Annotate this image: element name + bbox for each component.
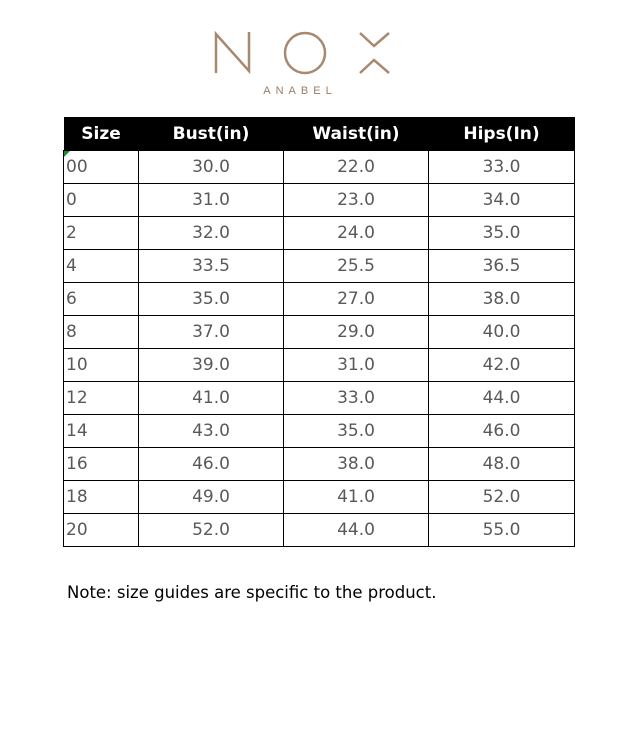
cell-hips: 34.0 <box>428 183 575 217</box>
cell-bust: 35.0 <box>138 282 284 316</box>
cell-size: 16 <box>63 447 139 481</box>
header-bust: Bust(in) <box>138 117 284 151</box>
cell-size: 4 <box>63 249 139 283</box>
cell-hips: 35.0 <box>428 216 575 250</box>
cell-hips: 36.5 <box>428 249 575 283</box>
header-hips: Hips(In) <box>428 117 575 151</box>
cell-hips: 48.0 <box>428 447 575 481</box>
cell-hips: 52.0 <box>428 480 575 514</box>
header-waist: Waist(in) <box>283 117 429 151</box>
table-row: 16 46.0 38.0 48.0 <box>63 447 575 481</box>
table-row: 2 32.0 24.0 35.0 <box>63 216 575 250</box>
size-note: Note: size guides are specific to the pr… <box>67 583 437 602</box>
cell-size: 6 <box>63 282 139 316</box>
brand-subtitle: ANABEL <box>263 85 337 97</box>
table-row: 10 39.0 31.0 42.0 <box>63 348 575 382</box>
table-header-row: Size Bust(in) Waist(in) Hips(In) <box>63 117 575 151</box>
cell-size: 8 <box>63 315 139 349</box>
cell-bust: 46.0 <box>138 447 284 481</box>
cell-size: 00 <box>63 150 139 184</box>
cell-hips: 38.0 <box>428 282 575 316</box>
table-row: 8 37.0 29.0 40.0 <box>63 315 575 349</box>
cell-hips: 40.0 <box>428 315 575 349</box>
cell-hips: 55.0 <box>428 513 575 547</box>
table-row: 6 35.0 27.0 38.0 <box>63 282 575 316</box>
cell-bust: 33.5 <box>138 249 284 283</box>
cell-bust: 39.0 <box>138 348 284 382</box>
cell-size: 0 <box>63 183 139 217</box>
table-row: 4 33.5 25.5 36.5 <box>63 249 575 283</box>
cell-bust: 30.0 <box>138 150 284 184</box>
cell-bust: 37.0 <box>138 315 284 349</box>
cell-waist: 38.0 <box>283 447 429 481</box>
cell-waist: 25.5 <box>283 249 429 283</box>
cell-size: 12 <box>63 381 139 415</box>
table-row: 00 30.0 22.0 33.0 <box>63 150 575 184</box>
cell-waist: 33.0 <box>283 381 429 415</box>
cell-waist: 31.0 <box>283 348 429 382</box>
table-row: 18 49.0 41.0 52.0 <box>63 480 575 514</box>
cell-hips: 44.0 <box>428 381 575 415</box>
header-size: Size <box>63 117 139 151</box>
size-chart-table: Size Bust(in) Waist(in) Hips(In) 00 30.0 2… <box>63 117 575 547</box>
nox-logo <box>214 30 390 75</box>
cell-bust: 43.0 <box>138 414 284 448</box>
cell-waist: 22.0 <box>283 150 429 184</box>
cell-bust: 32.0 <box>138 216 284 250</box>
table-row: 12 41.0 33.0 44.0 <box>63 381 575 415</box>
table-row: 0 31.0 23.0 34.0 <box>63 183 575 217</box>
cell-size: 20 <box>63 513 139 547</box>
cell-bust: 49.0 <box>138 480 284 514</box>
table-row: 20 52.0 44.0 55.0 <box>63 513 575 547</box>
cell-waist: 24.0 <box>283 216 429 250</box>
cell-hips: 42.0 <box>428 348 575 382</box>
cell-bust: 31.0 <box>138 183 284 217</box>
cell-size: 18 <box>63 480 139 514</box>
cell-waist: 35.0 <box>283 414 429 448</box>
cell-size: 2 <box>63 216 139 250</box>
cell-hips: 33.0 <box>428 150 575 184</box>
cell-waist: 44.0 <box>283 513 429 547</box>
cell-waist: 23.0 <box>283 183 429 217</box>
cell-hips: 46.0 <box>428 414 575 448</box>
cell-waist: 29.0 <box>283 315 429 349</box>
cell-size: 10 <box>63 348 139 382</box>
cell-waist: 41.0 <box>283 480 429 514</box>
cell-waist: 27.0 <box>283 282 429 316</box>
cell-size: 14 <box>63 414 139 448</box>
table-row: 14 43.0 35.0 46.0 <box>63 414 575 448</box>
cell-bust: 41.0 <box>138 381 284 415</box>
cell-bust: 52.0 <box>138 513 284 547</box>
